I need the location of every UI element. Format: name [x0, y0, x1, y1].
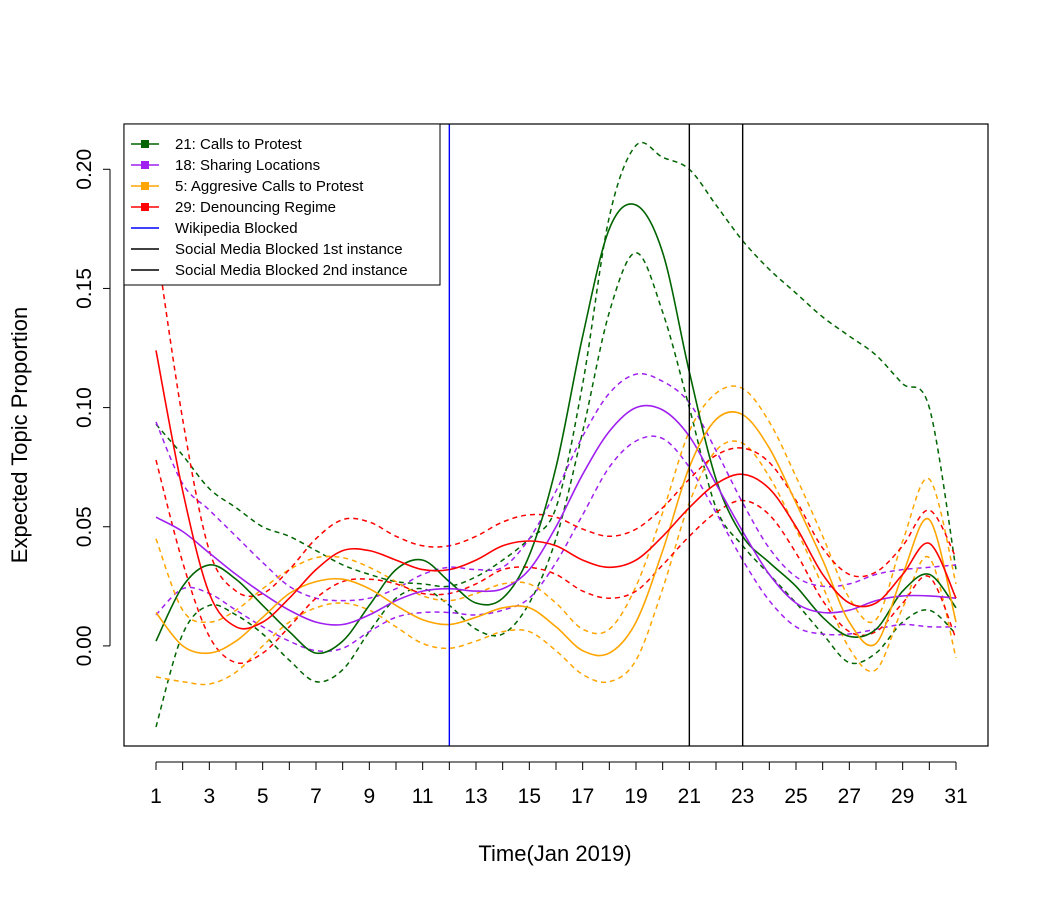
legend-square-icon [141, 140, 149, 148]
plot-frame [123, 123, 989, 747]
series-1 [155, 141, 957, 728]
x-tick-label: 21 [678, 785, 701, 808]
y-tick-label: 0.15 [73, 268, 96, 309]
legend-entry-1: 21: Calls to Protest [131, 136, 303, 153]
legend-entry-7: Social Media Blocked 2nd instance [131, 262, 408, 279]
x-tick-label: 19 [624, 785, 647, 808]
legend: 21: Calls to Protest 18: Sharing Location… [123, 123, 441, 286]
y-axis: 0.00 0.05 0.10 0.15 0.20 [73, 149, 111, 666]
legend-entry-4: 29: Denouncing Regime [131, 199, 336, 216]
legend-label: Social Media Blocked 2nd instance [175, 262, 408, 279]
x-tick-label: 25 [784, 785, 807, 808]
x-tick-label: 1 [150, 785, 162, 808]
x-tick-label: 29 [891, 785, 914, 808]
x-tick-label: 9 [363, 785, 375, 808]
x-axis-label: Time(Jan 2019) [478, 841, 631, 866]
event-lines [448, 124, 744, 746]
legend-square-icon [141, 203, 149, 211]
x-tick-label: 23 [731, 785, 754, 808]
series-upper-band [155, 240, 957, 598]
series-4 [155, 240, 957, 664]
legend-label: 29: Denouncing Regime [175, 199, 336, 216]
x-tick-label: 5 [257, 785, 269, 808]
series-lower-band [155, 435, 957, 653]
series-line-4 [155, 350, 957, 630]
series-upper-band [155, 141, 957, 588]
legend-box [123, 123, 441, 286]
y-tick-label: 0.20 [73, 149, 96, 190]
legend-entry-6: Social Media Blocked 1st instance [131, 241, 403, 258]
legend-label: 5: Aggresive Calls to Protest [175, 178, 364, 195]
series-3 [155, 385, 957, 686]
x-tick-label: 11 [412, 785, 434, 808]
x-tick-label: 31 [944, 785, 967, 808]
legend-entry-2: 18: Sharing Locations [131, 157, 320, 174]
y-tick-label: 0.05 [73, 506, 96, 547]
x-tick-label: 7 [310, 785, 322, 808]
x-tick-label: 13 [464, 785, 487, 808]
x-tick-label: 15 [518, 785, 541, 808]
legend-entry-3: 5: Aggresive Calls to Protest [131, 178, 364, 195]
legend-label: Social Media Blocked 1st instance [175, 241, 403, 258]
legend-label: 21: Calls to Protest [175, 136, 303, 153]
y-axis-label: Expected Topic Proportion [7, 307, 32, 563]
x-axis: 1 3 5 7 9 11 13 15 17 19 21 23 25 27 29 31 [150, 761, 968, 808]
legend-label: Wikipedia Blocked [175, 220, 298, 237]
series-line-2 [155, 404, 957, 626]
x-tick-label: 3 [203, 785, 215, 808]
legend-square-icon [141, 161, 149, 169]
series-layer [155, 141, 957, 728]
series-upper-band [155, 372, 957, 602]
x-tick-label: 27 [838, 785, 861, 808]
series-lower-band [155, 459, 957, 664]
series-2 [155, 372, 957, 653]
y-tick-label: 0.00 [73, 625, 96, 666]
series-lower-band [155, 251, 957, 728]
series-line-3 [155, 411, 957, 657]
x-tick-label: 17 [571, 785, 594, 808]
legend-label: 18: Sharing Locations [175, 157, 320, 174]
y-tick-label: 0.10 [73, 387, 96, 428]
legend-entry-5: Wikipedia Blocked [131, 220, 298, 237]
legend-square-icon [141, 182, 149, 190]
series-upper-band [155, 385, 957, 635]
